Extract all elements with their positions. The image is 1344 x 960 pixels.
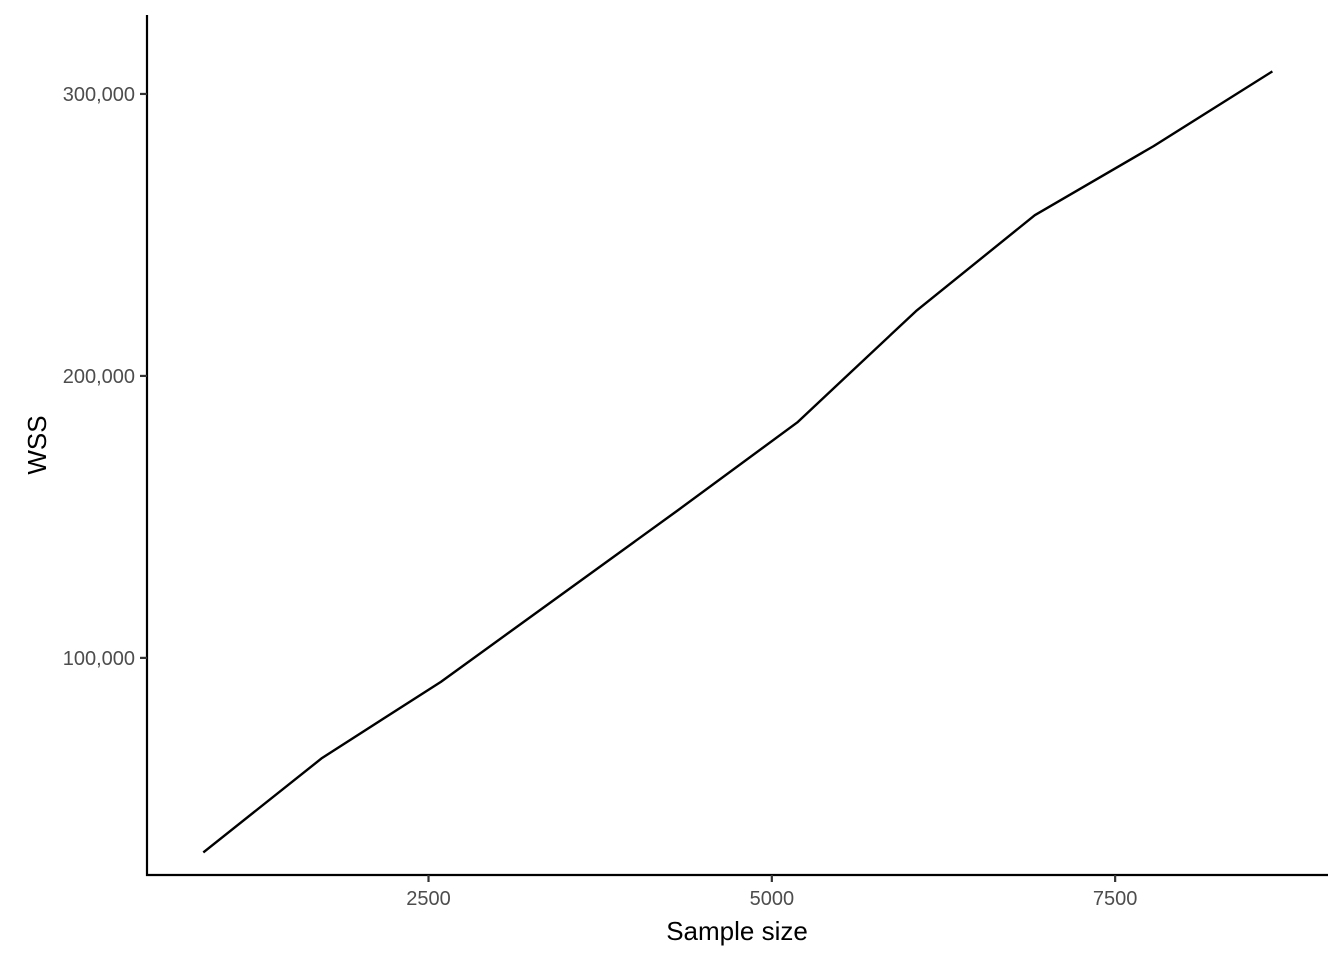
x-axis-ticks: 2500 5000 7500	[406, 875, 1137, 910]
x-tick-label: 7500	[1093, 888, 1138, 910]
y-tick-label: 100,000	[63, 648, 135, 670]
y-axis-title: WSS	[22, 415, 52, 474]
x-tick-label: 2500	[406, 888, 451, 910]
series-line	[202, 70, 1274, 854]
plot-area	[202, 70, 1274, 854]
x-axis-title: Sample size	[666, 916, 808, 946]
y-axis-ticks: 100,000 200,000 300,000	[63, 84, 147, 670]
y-tick-label: 200,000	[63, 366, 135, 388]
x-tick-label: 5000	[750, 888, 795, 910]
y-tick-label: 300,000	[63, 84, 135, 106]
